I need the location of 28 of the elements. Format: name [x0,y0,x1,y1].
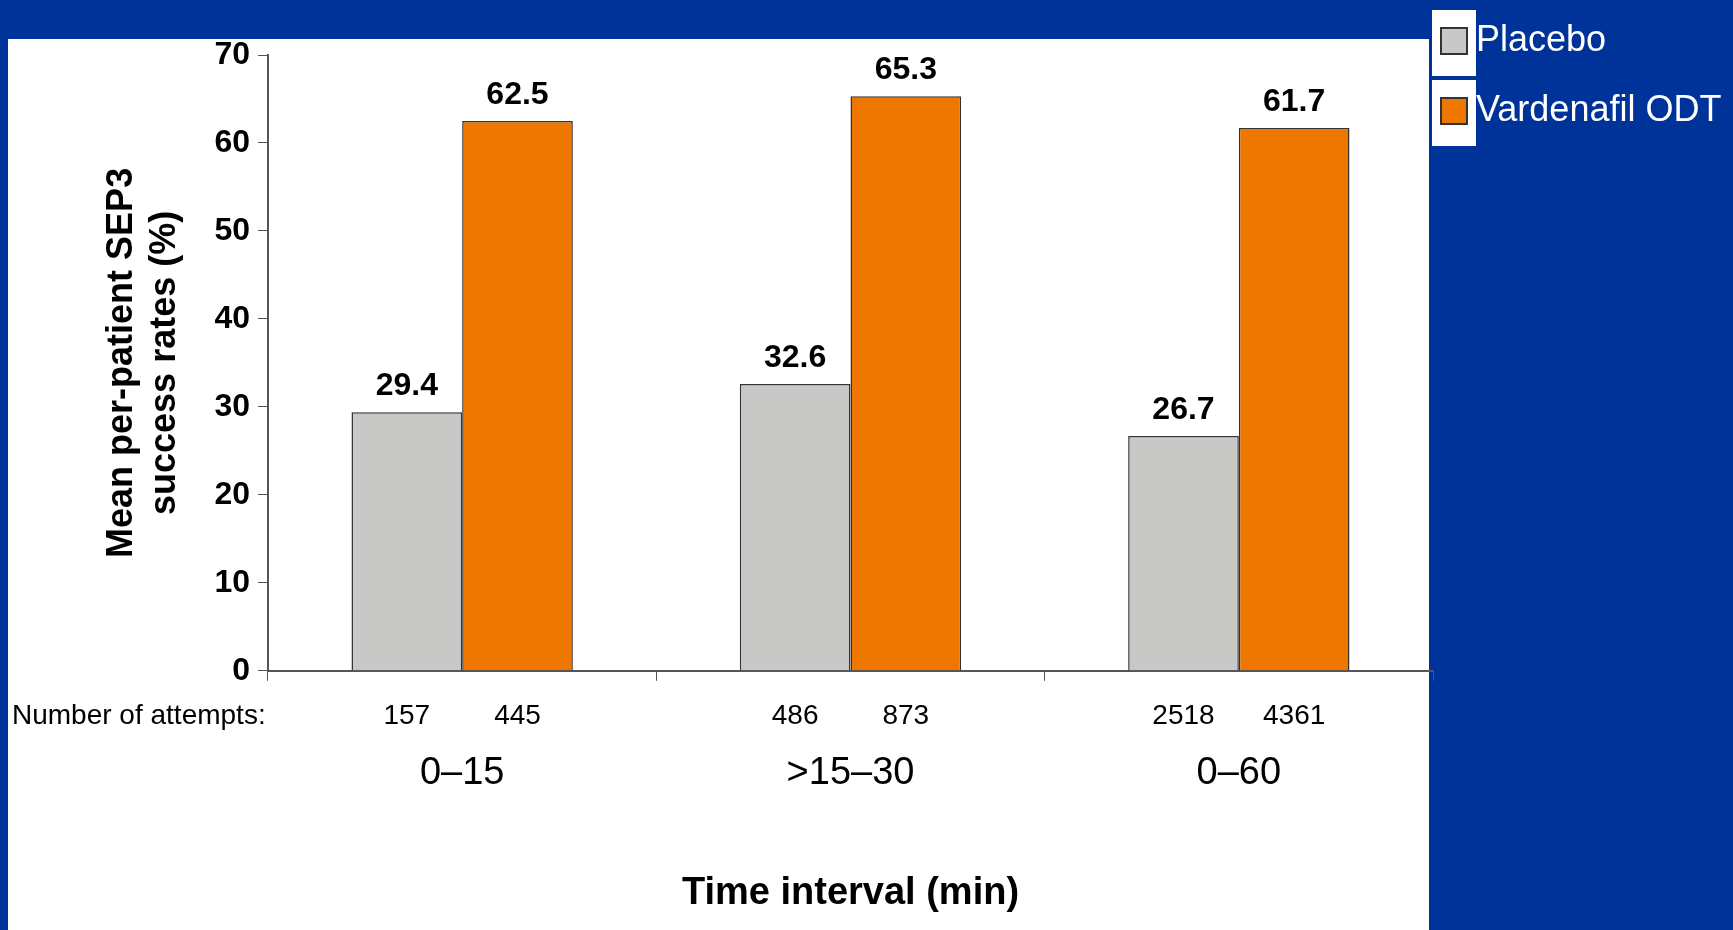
y-tick-label: 60 [214,122,250,159]
legend-label: Vardenafil ODT [1476,87,1722,129]
text: 4361 [1263,698,1326,730]
text: 873 [882,698,930,730]
data-label: 62.5 [486,74,549,111]
y-tick-label: 30 [214,386,250,423]
text: 486 [771,698,819,730]
x-tick-label: 0–15 [419,750,505,793]
legend-label: Placebo [1476,17,1607,59]
data-label: 32.6 [764,337,827,374]
x-axis-title: Time interval (min) [681,869,1020,912]
data-label: 65.3 [874,50,937,87]
data-label: 61.7 [1263,81,1326,118]
y-tick-label: 0 [232,650,250,687]
y-tick-label: 50 [214,210,250,247]
data-label: 26.7 [1152,389,1215,426]
text: 157 [383,698,431,730]
y-axis-title: Mean per-patient SEP3 success rates (%) [98,167,183,558]
text: 2518 [1152,698,1215,730]
x-tick-label: >15–30 [786,750,915,793]
y-tick-label: 70 [214,34,250,71]
text: 445 [494,698,541,730]
y-tick-label: 20 [214,474,250,511]
text: Number of attempts: [12,698,266,730]
y-tick-label: 10 [214,562,250,599]
data-label: 29.4 [375,365,439,402]
y-tick-label: 40 [214,298,250,335]
x-tick-label: 0–60 [1196,750,1282,793]
